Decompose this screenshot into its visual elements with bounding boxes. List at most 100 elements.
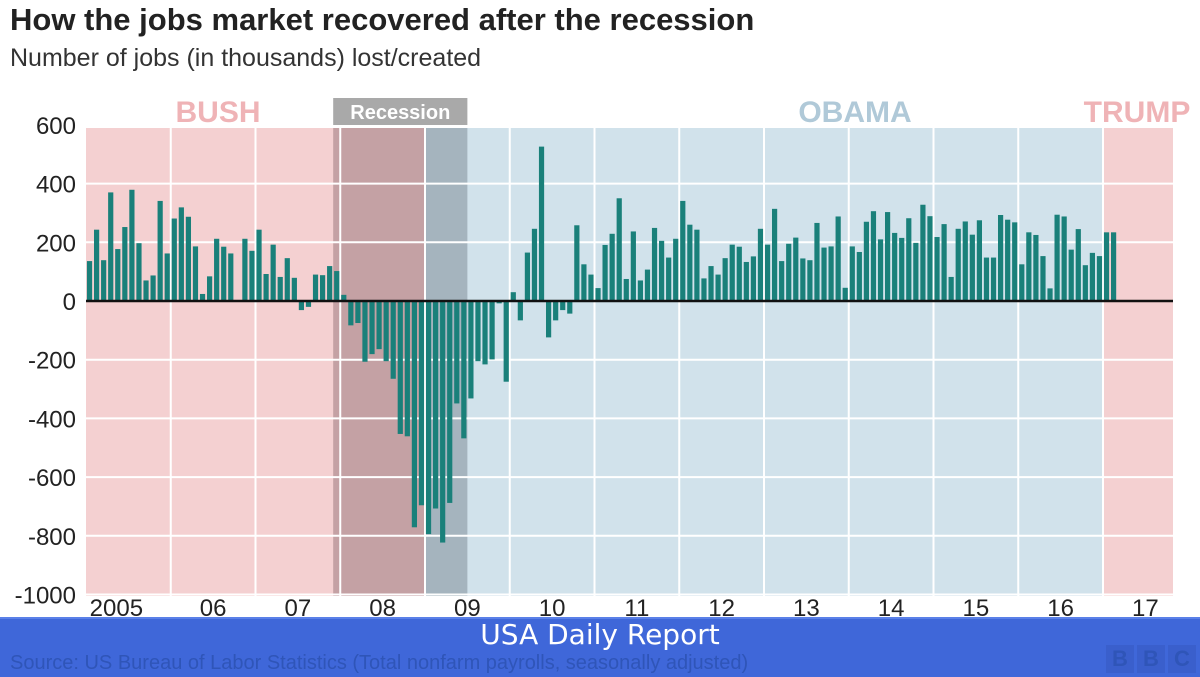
bar bbox=[284, 258, 290, 301]
period-label-trump: TRUMP bbox=[1084, 96, 1191, 129]
bar bbox=[432, 301, 439, 509]
bar bbox=[86, 261, 93, 301]
bar bbox=[870, 211, 877, 301]
bar bbox=[206, 276, 213, 301]
bar bbox=[390, 301, 396, 379]
bar bbox=[920, 204, 926, 301]
bar bbox=[969, 234, 975, 301]
bar bbox=[404, 301, 410, 437]
bar bbox=[214, 238, 220, 301]
bar bbox=[595, 288, 601, 301]
bar bbox=[574, 225, 580, 301]
bar bbox=[722, 258, 728, 301]
bar bbox=[997, 215, 1004, 301]
bar bbox=[362, 301, 368, 362]
bar bbox=[178, 207, 184, 301]
bar bbox=[1026, 232, 1032, 301]
bar bbox=[199, 293, 206, 301]
recession-label: Recession bbox=[350, 102, 450, 124]
bar bbox=[927, 216, 933, 301]
y-tick-label: -400 bbox=[28, 406, 76, 433]
bar bbox=[425, 301, 432, 535]
y-tick-label: 400 bbox=[36, 172, 76, 199]
bar bbox=[913, 242, 919, 301]
bar bbox=[1019, 264, 1025, 301]
bar bbox=[185, 216, 192, 301]
bar bbox=[701, 278, 707, 301]
bar bbox=[877, 239, 884, 301]
bar bbox=[771, 208, 778, 301]
period-label-obama: OBAMA bbox=[798, 96, 911, 129]
brand-label: USA Daily Report bbox=[480, 618, 720, 651]
bar bbox=[447, 301, 453, 503]
bar bbox=[440, 301, 446, 543]
bar bbox=[482, 301, 488, 365]
bar bbox=[651, 227, 658, 301]
bar bbox=[623, 278, 629, 301]
bar bbox=[1089, 252, 1096, 301]
bar bbox=[418, 301, 425, 506]
bar bbox=[567, 301, 573, 314]
bar bbox=[157, 200, 163, 301]
bar bbox=[305, 301, 312, 307]
bar bbox=[101, 260, 107, 301]
bar bbox=[800, 258, 806, 301]
bar bbox=[298, 301, 305, 311]
y-tick-label: -800 bbox=[28, 524, 76, 551]
recession-shading-bush bbox=[333, 128, 425, 596]
bar bbox=[828, 246, 834, 301]
bar bbox=[849, 246, 855, 301]
bar bbox=[666, 257, 672, 301]
bar bbox=[892, 232, 898, 301]
bar bbox=[934, 237, 940, 301]
period-label-bush: BUSH bbox=[175, 96, 260, 129]
bar bbox=[736, 246, 742, 301]
bar bbox=[553, 301, 559, 321]
bar bbox=[93, 229, 100, 301]
y-tick-label: 600 bbox=[36, 113, 76, 140]
bar bbox=[376, 301, 382, 350]
bar bbox=[743, 261, 749, 301]
bar bbox=[616, 198, 622, 301]
bar bbox=[192, 246, 199, 301]
bar bbox=[1054, 214, 1060, 301]
bar bbox=[397, 301, 403, 434]
bar bbox=[538, 146, 545, 301]
bar bbox=[355, 301, 361, 324]
bar bbox=[1047, 288, 1053, 301]
period-background-trump bbox=[1103, 128, 1173, 596]
bar bbox=[793, 237, 799, 301]
bar bbox=[341, 294, 347, 301]
bar bbox=[786, 243, 792, 301]
bar bbox=[150, 275, 156, 301]
bar bbox=[955, 228, 961, 301]
bar bbox=[348, 301, 354, 326]
logo-letter: C bbox=[1168, 645, 1196, 673]
bar bbox=[884, 212, 891, 301]
bar bbox=[312, 274, 319, 301]
bar bbox=[108, 192, 114, 301]
bar bbox=[531, 228, 538, 301]
bar bbox=[461, 301, 467, 439]
bar bbox=[263, 273, 269, 301]
bar bbox=[602, 244, 608, 301]
logo-letter: B bbox=[1137, 645, 1165, 673]
bar bbox=[319, 275, 326, 301]
bar bbox=[729, 244, 735, 301]
bar bbox=[143, 280, 149, 301]
bar bbox=[411, 301, 418, 528]
bar bbox=[962, 221, 968, 301]
bar bbox=[327, 266, 333, 301]
chart-title: How the jobs market recovered after the … bbox=[10, 2, 755, 37]
bar bbox=[1096, 256, 1103, 301]
bar bbox=[1005, 219, 1011, 301]
bar bbox=[1040, 256, 1046, 301]
y-tick-label: -600 bbox=[28, 465, 76, 492]
bar bbox=[1110, 232, 1117, 301]
bar bbox=[1075, 229, 1081, 301]
bar bbox=[503, 301, 509, 382]
bar bbox=[468, 301, 474, 399]
bar bbox=[115, 249, 121, 301]
bar bbox=[764, 244, 771, 301]
